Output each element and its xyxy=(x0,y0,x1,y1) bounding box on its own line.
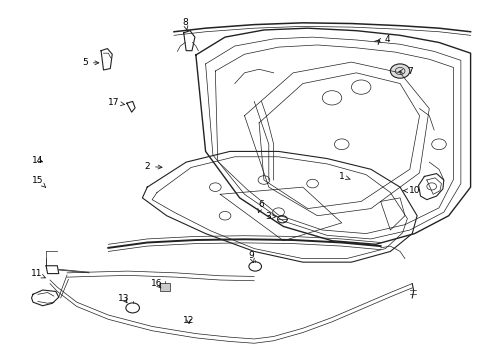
Text: 6: 6 xyxy=(257,200,264,213)
Text: 1: 1 xyxy=(338,172,349,181)
Text: 16: 16 xyxy=(151,279,163,288)
Text: 17: 17 xyxy=(107,98,124,107)
Text: 8: 8 xyxy=(182,18,188,30)
Text: 2: 2 xyxy=(144,162,162,171)
Bar xyxy=(160,283,169,291)
Text: 15: 15 xyxy=(32,176,45,188)
Text: 11: 11 xyxy=(31,269,45,278)
Text: 14: 14 xyxy=(32,156,43,165)
Text: 13: 13 xyxy=(118,294,129,303)
Text: 3: 3 xyxy=(264,212,276,221)
Text: 4: 4 xyxy=(376,35,389,44)
Text: 12: 12 xyxy=(183,315,194,324)
Text: 5: 5 xyxy=(82,58,99,67)
Text: 7: 7 xyxy=(398,67,412,76)
Circle shape xyxy=(389,64,409,78)
Text: 9: 9 xyxy=(248,251,254,262)
Text: 10: 10 xyxy=(403,186,420,195)
